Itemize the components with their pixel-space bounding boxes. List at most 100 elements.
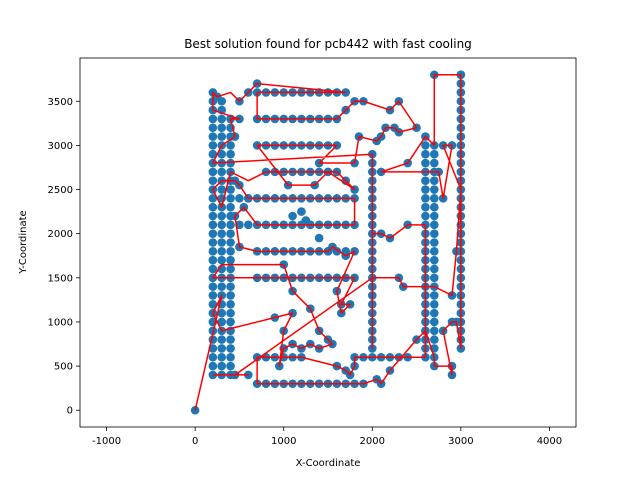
data-point-68 (226, 335, 235, 344)
data-point-34 (217, 352, 227, 362)
data-point-78 (226, 247, 235, 256)
data-point-155 (429, 247, 439, 256)
y-tick-label: 3500 (48, 97, 73, 108)
data-point-137 (421, 176, 430, 186)
data-point-79 (226, 238, 235, 247)
data-point-9 (208, 291, 218, 300)
data-point-165 (429, 158, 439, 168)
data-point-83 (226, 202, 235, 212)
data-point-29 (208, 114, 218, 124)
data-point-76 (226, 264, 235, 274)
data-point-134 (421, 202, 430, 212)
axes-frame (79, 57, 577, 428)
data-point-33 (217, 361, 227, 371)
data-point-71 (226, 308, 235, 318)
data-point-150 (429, 291, 439, 300)
data-point-139 (421, 158, 430, 168)
data-point-240 (235, 194, 244, 203)
data-point-135 (421, 194, 430, 203)
data-point-2 (208, 352, 218, 362)
data-point-36 (217, 335, 227, 344)
data-point-15 (208, 238, 218, 247)
y-tick-label: 0 (67, 406, 73, 417)
data-point-16 (208, 229, 218, 238)
data-point-46 (217, 247, 227, 256)
data-point-74 (226, 282, 235, 291)
data-point-356 (288, 211, 297, 221)
x-tick-label: 1000 (271, 436, 296, 447)
data-point-152 (429, 273, 439, 283)
data-point-25 (208, 149, 218, 159)
data-point-59 (217, 132, 227, 141)
data-point-80 (226, 229, 235, 238)
x-tick-label: 4000 (537, 436, 562, 447)
data-point-70 (226, 317, 235, 327)
data-point-156 (429, 238, 439, 247)
data-point-26 (208, 141, 218, 150)
data-point-65 (226, 361, 235, 371)
x-tick-label: 3000 (448, 436, 473, 447)
data-point-161 (429, 194, 439, 203)
data-point-88 (226, 158, 235, 168)
data-point-60 (217, 123, 227, 133)
y-tick-label: 3000 (48, 141, 73, 152)
data-point-14 (208, 247, 218, 256)
data-point-27 (208, 132, 218, 141)
data-point-57 (217, 149, 227, 159)
data-point-72 (226, 299, 235, 309)
data-point-48 (217, 229, 227, 238)
data-point-10 (208, 282, 218, 291)
y-tick-label: 2000 (48, 229, 73, 240)
data-point-166 (429, 149, 439, 159)
data-point-141 (421, 141, 430, 150)
chart-title: Best solution found for pcb442 with fast… (184, 37, 472, 51)
data-point-50 (217, 211, 227, 221)
y-tick-label: 1000 (48, 317, 73, 328)
data-point-18 (208, 211, 218, 221)
data-point-85 (226, 185, 235, 194)
data-point-17 (208, 220, 218, 230)
data-point-53 (217, 185, 227, 194)
x-tick-label: 2000 (360, 436, 385, 447)
data-point-357 (297, 207, 306, 216)
data-point-1 (208, 361, 218, 371)
data-point-145 (429, 335, 439, 344)
data-point-55 (217, 167, 227, 177)
data-point-22 (208, 176, 218, 186)
data-point-146 (429, 326, 439, 336)
data-point-318 (190, 405, 200, 415)
data-point-77 (226, 255, 235, 265)
data-point-163 (429, 176, 439, 186)
data-point-23 (208, 167, 218, 177)
x-tick-label: 0 (192, 436, 198, 447)
x-axis: -1000 0 1000 2000 3000 4000 (92, 427, 562, 447)
data-point-12 (208, 264, 218, 274)
data-point-84 (226, 194, 235, 203)
y-tick-label: 2500 (48, 185, 73, 196)
tour-path (194, 74, 462, 411)
data-point-162 (429, 185, 439, 194)
data-point-148 (429, 308, 439, 318)
data-point-39 (217, 308, 227, 318)
data-point-42 (217, 282, 227, 291)
data-point-73 (226, 291, 235, 300)
data-point-147 (429, 317, 439, 327)
data-point-154 (429, 255, 439, 265)
data-point-8 (208, 299, 218, 309)
data-point-153 (429, 264, 439, 274)
data-point-90 (226, 141, 235, 150)
y-tick-label: 500 (54, 362, 73, 373)
y-axis-label: Y-Coordinate (18, 210, 29, 274)
plot-area (190, 70, 466, 415)
data-point-140 (421, 149, 430, 159)
y-axis: 0 500 1000 1500 2000 2500 3000 3500 (48, 97, 80, 417)
data-point-149 (429, 299, 439, 309)
data-point-47 (217, 238, 227, 247)
data-point-255 (243, 220, 253, 230)
data-point-49 (217, 220, 227, 230)
data-point-160 (429, 202, 439, 212)
data-point-35 (217, 344, 227, 353)
data-point-19 (208, 202, 218, 212)
data-point-61 (217, 114, 227, 124)
